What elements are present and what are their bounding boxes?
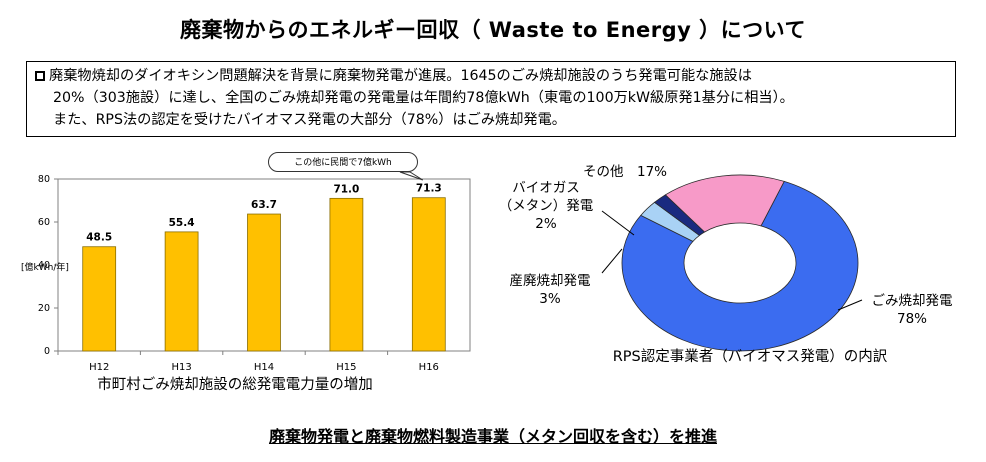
callout-private-sector: この他に民間で7億kWh bbox=[268, 152, 418, 172]
pie-label-gomi-value: 78% bbox=[896, 311, 927, 327]
y-axis-label: [億kWh/年] bbox=[21, 261, 69, 273]
bar bbox=[411, 197, 446, 352]
pie-label-biogas: バイオガス （メタン）発電 2% bbox=[491, 179, 601, 233]
y-tick-label: 80 bbox=[38, 174, 50, 185]
pie-label-biogas-line2: （メタン）発電 bbox=[498, 198, 594, 214]
x-tick-label: H14 bbox=[254, 362, 274, 373]
pie-label-gomi: ごみ焼却発電 78% bbox=[862, 292, 962, 328]
leader-line-biogas bbox=[601, 210, 635, 236]
pie-label-biogas-line1: バイオガス bbox=[512, 180, 580, 196]
donut-slice bbox=[664, 174, 785, 233]
x-tick-label: H12 bbox=[89, 362, 109, 373]
bar-value-label: 71.0 bbox=[333, 183, 359, 195]
leader-line-sanpai bbox=[601, 248, 623, 274]
donut-chart bbox=[601, 174, 863, 352]
bar bbox=[82, 246, 117, 352]
y-tick-label: 60 bbox=[38, 217, 50, 228]
footer-heading: 廃棄物発電と廃棄物燃料製造事業（メタン回収を含む）を推進 bbox=[268, 427, 717, 446]
callout-pointer bbox=[399, 171, 424, 181]
bar-chart-caption: 市町村ごみ焼却施設の総発電電力量の増加 bbox=[97, 377, 373, 393]
summary-text-1: 廃棄物焼却のダイオキシン問題解決を背景に廃棄物発電が進展。1645のごみ焼却施設… bbox=[49, 68, 752, 84]
summary-line-3: また、RPS法の認定を受けたバイオマス発電の大部分（78%）はごみ焼却発電。 bbox=[53, 112, 566, 128]
donut-slice bbox=[621, 180, 859, 352]
summary-box: 廃棄物焼却のダイオキシン問題解決を背景に廃棄物発電が進展。1645のごみ焼却施設… bbox=[26, 61, 956, 137]
bar-value-label: 48.5 bbox=[86, 232, 112, 244]
x-tick-label: H15 bbox=[336, 362, 356, 373]
x-tick-label: H16 bbox=[419, 362, 439, 373]
bar bbox=[164, 231, 199, 352]
bar-value-label: 71.3 bbox=[416, 183, 442, 195]
y-tick-label: 20 bbox=[38, 303, 50, 314]
bar bbox=[247, 213, 281, 352]
bar-value-label: 55.4 bbox=[169, 217, 195, 229]
bar bbox=[329, 197, 364, 352]
summary-line-2: 20%（303施設）に達し、全国のごみ焼却発電の発電量は年間約78億kWh（東電… bbox=[53, 90, 794, 106]
page-title: 廃棄物からのエネルギー回収（ Waste to Energy ）について bbox=[179, 18, 807, 42]
y-tick-label: 40 bbox=[38, 260, 50, 271]
pie-label-sanpai-value: 3% bbox=[539, 291, 561, 307]
pie-chart-caption: RPS認定事業者（バイオマス発電）の内訳 bbox=[612, 349, 888, 365]
pie-label-biogas-value: 2% bbox=[535, 216, 557, 232]
pie-label-gomi-line1: ごみ焼却発電 bbox=[871, 293, 953, 309]
summary-line-1: 廃棄物焼却のダイオキシン問題解決を背景に廃棄物発電が進展。1645のごみ焼却施設… bbox=[35, 65, 947, 87]
bar-chart: 0 20 40 60 80 [億kWh/年] 48.5 H12 55.4 H13 63.7 H14 71… bbox=[21, 171, 471, 373]
bar-value-label: 63.7 bbox=[251, 199, 277, 211]
x-tick-label: H13 bbox=[171, 362, 191, 373]
pie-label-sanpai-line1: 産廃焼却発電 bbox=[509, 273, 591, 289]
pie-label-other-text: その他 17% bbox=[583, 164, 668, 180]
square-bullet-icon bbox=[35, 71, 45, 81]
leader-line-gomi bbox=[837, 299, 863, 311]
y-tick-label: 0 bbox=[44, 346, 50, 357]
pie-label-other: その他 17% bbox=[583, 163, 667, 181]
pie-label-sanpai: 産廃焼却発電 3% bbox=[500, 272, 600, 308]
